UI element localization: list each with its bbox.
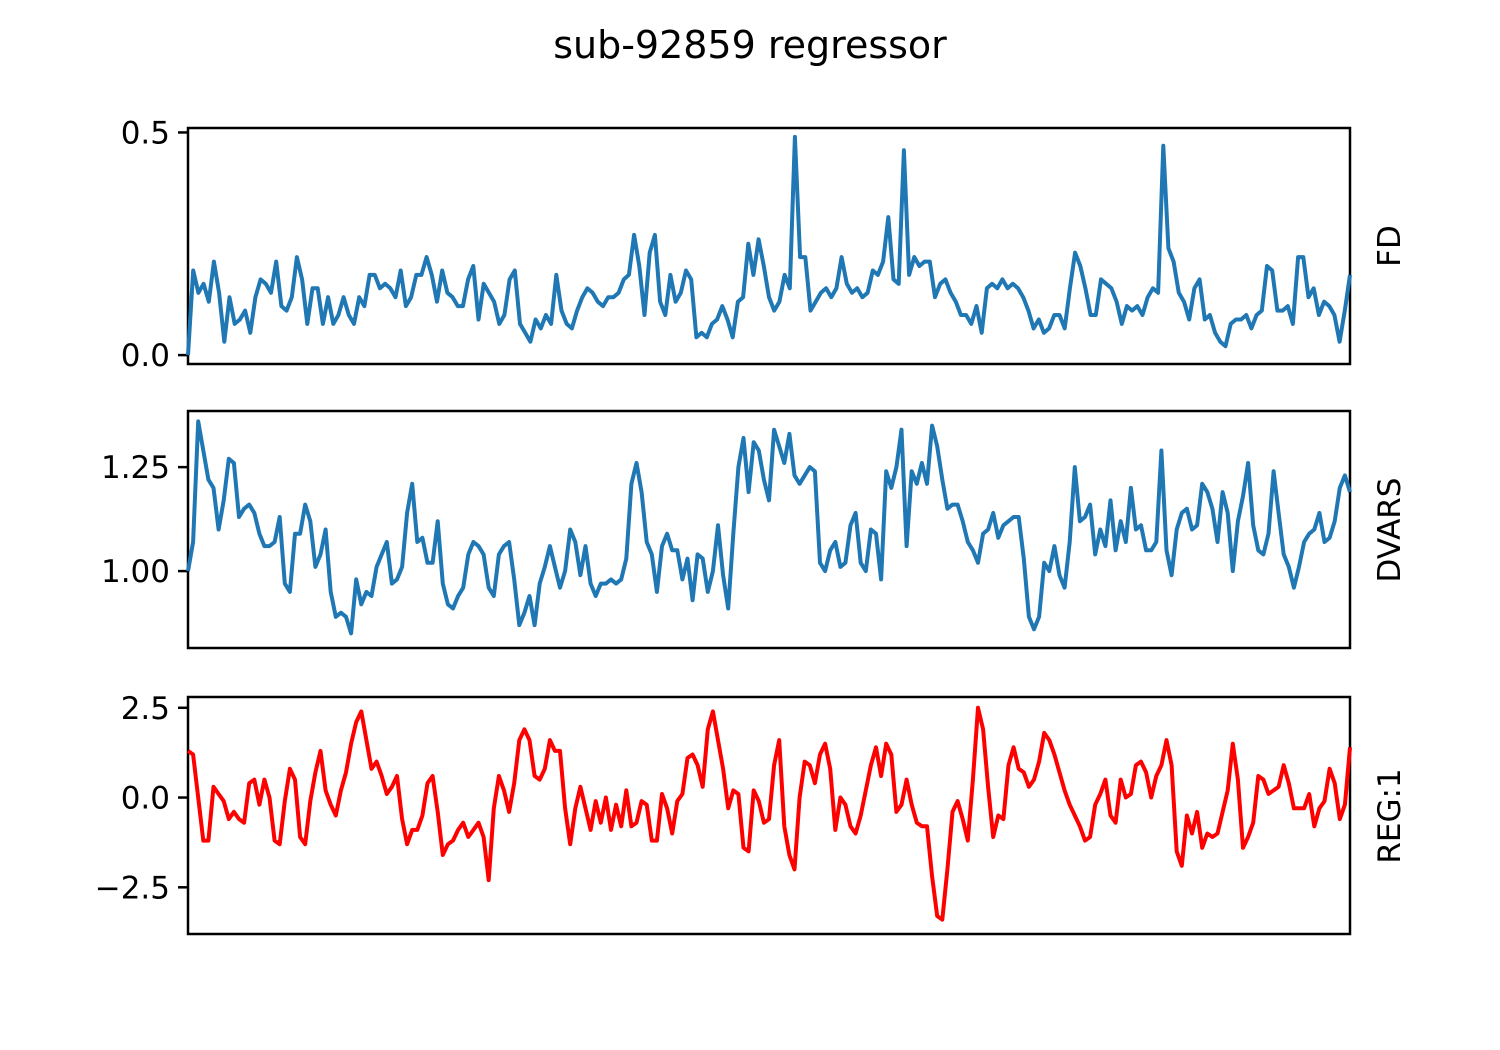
reg1-series-line bbox=[186, 705, 1352, 922]
dvars-y-ticks: 1.00 1.25 bbox=[101, 450, 188, 590]
fd-y-tick-label: 0.5 bbox=[121, 115, 170, 151]
figure-title: sub-92859 regressor bbox=[553, 23, 947, 67]
fd-series-line bbox=[186, 134, 1352, 356]
dvars-series-line bbox=[186, 419, 1352, 636]
dvars-y-tick-label: 1.25 bbox=[101, 450, 170, 486]
reg1-y-ticks: −2.5 0.0 2.5 bbox=[95, 691, 188, 906]
fd-plot-frame bbox=[186, 126, 1352, 366]
reg1-y-tick-label: 0.0 bbox=[121, 781, 170, 817]
fd-axis-label: FD bbox=[1372, 225, 1408, 267]
reg1-y-tick-label: −2.5 bbox=[95, 870, 170, 906]
dvars-axis-label: DVARS bbox=[1372, 478, 1408, 583]
reg1-y-tick-label: 2.5 bbox=[121, 691, 170, 727]
reg1-panel: −2.5 0.0 2.5 REG:1 bbox=[95, 691, 1408, 936]
fd-panel: 0.0 0.5 FD bbox=[121, 115, 1408, 374]
dvars-y-tick-label: 1.00 bbox=[101, 554, 170, 590]
fd-y-tick-label: 0.0 bbox=[121, 338, 170, 374]
fd-y-ticks: 0.0 0.5 bbox=[121, 115, 188, 374]
dvars-panel: 1.00 1.25 DVARS bbox=[101, 409, 1408, 650]
reg1-axis-label: REG:1 bbox=[1372, 768, 1408, 863]
